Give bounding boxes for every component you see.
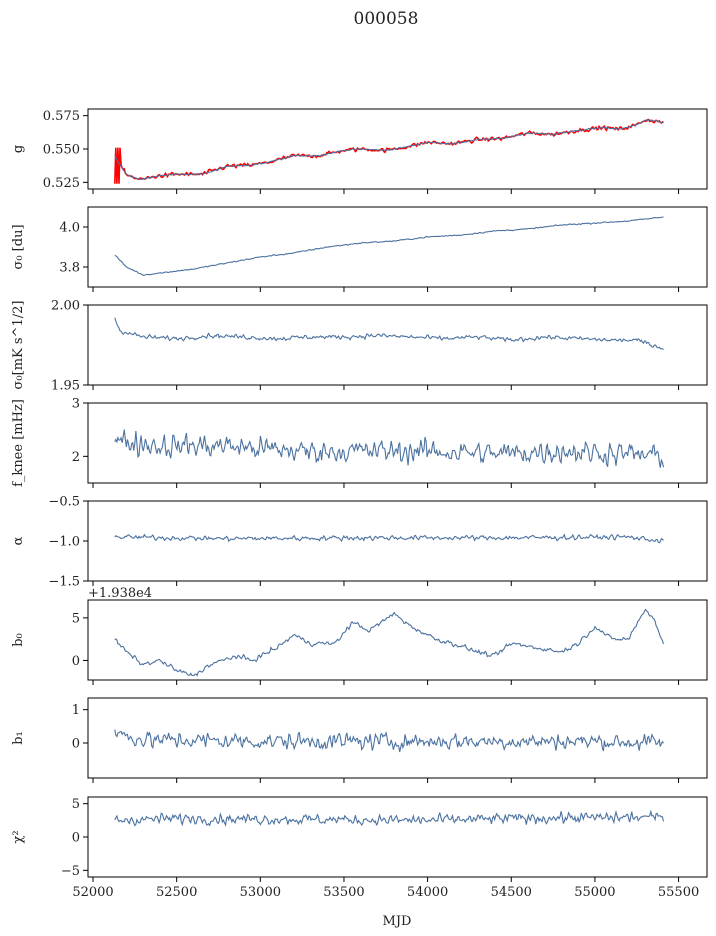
panels: 0.525 0.550 0.575 g 3.8 4.0 σ₀ [du] 1.95 2.00 σ₀[… — [11, 108, 708, 900]
y-tick-label: −0.5 — [48, 495, 80, 510]
panel-6: 0 5 b₀ +1.938e4 — [11, 586, 708, 685]
panel-8: 52000 52500 53000 53500 54000 54500 55000 55500… — [11, 796, 708, 900]
figure-title: 000058 — [354, 9, 419, 29]
y-offset-label: +1.938e4 — [88, 586, 152, 601]
y-axis-label: α — [11, 536, 26, 545]
axes-frame — [87, 796, 708, 878]
y-tick-label: 3.8 — [59, 261, 80, 276]
y-tick-label: 1 — [72, 703, 80, 718]
series-line — [114, 317, 664, 350]
y-tick-label: 0 — [72, 831, 80, 846]
y-tick-label: 5 — [72, 797, 80, 812]
y-axis-label: b₁ — [11, 731, 26, 745]
panel-4: 2 3 f_knee [mHz] — [11, 397, 708, 488]
y-tick-label: 3 — [72, 397, 80, 412]
y-tick-label: 2 — [72, 450, 80, 465]
x-axis-label: MJD — [383, 914, 412, 929]
y-tick-label: 0 — [72, 737, 80, 752]
series-line — [114, 809, 665, 827]
panel-7: 0 1 b₁ — [11, 697, 708, 783]
y-tick-label: 0.575 — [43, 109, 80, 124]
y-tick-label: 0.525 — [43, 176, 80, 191]
y-tick-label: 0 — [72, 654, 80, 669]
y-tick-label: −1.5 — [48, 575, 80, 590]
x-tick-label: 52500 — [156, 885, 197, 900]
x-tick-label: 53000 — [240, 885, 281, 900]
panel-5: −1.5 −1.0 −0.5 α — [11, 495, 708, 590]
x-tick-label: 53500 — [323, 885, 364, 900]
panel-1: 0.525 0.550 0.575 g — [11, 108, 708, 194]
axes-frame — [87, 697, 708, 779]
y-axis-label: χ² — [11, 830, 26, 843]
y-axis-label: σ₀ [du] — [11, 224, 26, 269]
y-tick-label: 1.95 — [51, 379, 80, 394]
axes-frame — [87, 206, 708, 288]
x-tick-label: 52000 — [72, 885, 113, 900]
y-tick-label: −1.0 — [48, 535, 80, 550]
y-tick-label: −5 — [61, 864, 80, 879]
series-line — [114, 119, 664, 180]
y-axis-label: b₀ — [11, 633, 26, 647]
series-line — [114, 729, 664, 753]
panel-3: 1.95 2.00 σ₀[mK s^1/2] — [11, 299, 708, 394]
y-tick-label: 5 — [72, 611, 80, 626]
series-line — [114, 533, 664, 544]
series-line — [114, 429, 665, 468]
y-tick-label: 2.00 — [51, 299, 80, 314]
axes-frame — [87, 304, 708, 386]
y-axis-label: g — [11, 145, 26, 153]
x-tick-label: 54500 — [491, 885, 532, 900]
series-line — [114, 216, 664, 276]
series-line — [114, 608, 665, 677]
axes-frame — [87, 500, 708, 582]
panel-2: 3.8 4.0 σ₀ [du] — [11, 206, 708, 292]
axes-frame — [87, 599, 708, 681]
y-axis-label: σ₀[mK s^1/2] — [11, 301, 26, 390]
y-tick-label: 0.550 — [43, 143, 80, 158]
y-tick-label: 4.0 — [59, 221, 80, 236]
x-tick-label: 54000 — [407, 885, 448, 900]
x-tick-label: 55000 — [574, 885, 615, 900]
axes-frame — [87, 402, 708, 484]
x-tick-label: 55500 — [658, 885, 699, 900]
overlay-series-line — [114, 118, 664, 184]
y-axis-label: f_knee [mHz] — [11, 399, 26, 487]
